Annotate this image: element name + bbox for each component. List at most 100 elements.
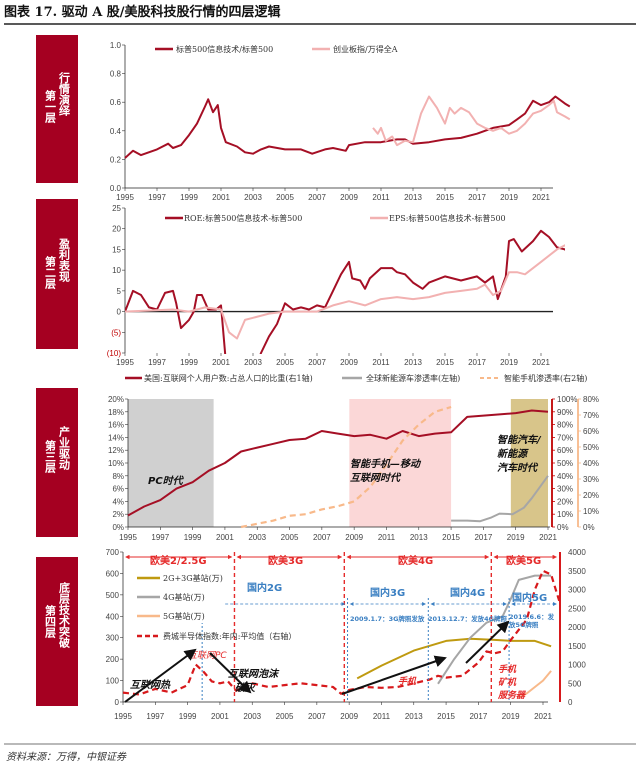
y-right-tick-label: 80% xyxy=(583,395,599,404)
x-tick-label: 1999 xyxy=(184,533,202,542)
x-tick-label: 2005 xyxy=(281,533,299,542)
x-tick-label: 1997 xyxy=(146,712,164,721)
legend-label: 费城半导体指数:年内:平均值（右轴） xyxy=(163,631,296,641)
layer-name: 底层技术突破 xyxy=(58,581,72,649)
x-tick-label: 2009 xyxy=(345,533,363,542)
y-tick-label: 10% xyxy=(108,459,124,468)
legend-label: ROE:标普500信息技术-标普500 xyxy=(184,213,302,223)
y-tick-label: 4% xyxy=(112,497,124,506)
layer-box-1: 第一层 行情演绎 xyxy=(36,35,78,183)
y-tick-label: 0% xyxy=(112,523,124,532)
phase-west-label: 欧美2/2.5G xyxy=(150,554,207,567)
era-label-ev-2: 新能源 xyxy=(497,448,529,460)
x-tick-label: 2017 xyxy=(468,358,486,367)
legend-label: 4G基站(万) xyxy=(163,592,205,602)
series-line xyxy=(127,409,549,517)
x-tick-label: 1997 xyxy=(148,193,166,202)
layer-num: 第四层 xyxy=(44,604,58,639)
era-label-pc: PC时代 xyxy=(148,475,185,487)
layer-num: 第三层 xyxy=(44,439,58,474)
axes: 0.0 0.2 0.4 0.6 0.8 1.0 1995 1997 1999 2001 2003 20… xyxy=(106,41,599,721)
legend-2: ROE:标普500信息技术-标普500 EPS:标普500信息技术-标普500 xyxy=(165,213,506,223)
x-tick-label: 2015 xyxy=(436,358,454,367)
x-tick-label: 1999 xyxy=(179,712,197,721)
x-tick-label: 2017 xyxy=(469,712,487,721)
layer-box-3: 第三层 产业驱动 xyxy=(36,388,78,537)
x-tick-label: 2005 xyxy=(276,193,294,202)
arrow-icon xyxy=(124,648,197,703)
x-tick-label: 2021 xyxy=(532,358,550,367)
y-right-tick-label: 10% xyxy=(557,510,573,519)
phase-china-label: 国内4G xyxy=(450,586,485,599)
x-tick-label: 1997 xyxy=(148,358,166,367)
layer-num: 第二层 xyxy=(44,255,58,290)
y-right-tick-label: 80% xyxy=(557,421,573,430)
x-tick-label: 2021 xyxy=(534,712,552,721)
y-right-tick-label: 90% xyxy=(557,408,573,417)
x-tick-label: 2011 xyxy=(373,712,391,721)
era-label-mobile-1: 智能手机—移动 xyxy=(350,458,422,470)
y-right-tick-label: 40% xyxy=(557,472,573,481)
y-tick-label: 500 xyxy=(106,591,120,600)
y-tick-label: 0.4 xyxy=(110,127,122,136)
x-tick-label: 2001 xyxy=(212,358,230,367)
y-tick-label: 600 xyxy=(106,569,120,578)
x-tick-label: 2015 xyxy=(437,712,455,721)
x-tick-label: 2009 xyxy=(340,193,358,202)
x-tick-label: 2003 xyxy=(243,712,261,721)
series-line xyxy=(240,405,452,529)
license-note-wrap: 2019.6.6：发放5G牌照 xyxy=(509,613,554,629)
y-right-tick-label: 30% xyxy=(557,485,573,494)
y-right-tick-label: 0 xyxy=(568,698,573,707)
y-right-tick-label: 2500 xyxy=(568,604,586,613)
x-tick-label: 2017 xyxy=(474,533,492,542)
y-right-tick-label: 1000 xyxy=(568,661,586,670)
era-band xyxy=(510,399,548,527)
y-right-tick-label: 1500 xyxy=(568,642,586,651)
y-tick-label: 20% xyxy=(108,395,124,404)
x-tick-label: 2015 xyxy=(442,533,460,542)
x-tick-label: 2013 xyxy=(404,193,422,202)
x-tick-label: 2013 xyxy=(404,358,422,367)
y-tick-label: 0.6 xyxy=(110,98,122,107)
y-right-tick-label: 0% xyxy=(557,523,569,532)
y-right-tick-label: 50% xyxy=(557,459,573,468)
y-tick-label: 1.0 xyxy=(110,41,122,50)
annotation-internet-boom: 互联网热 xyxy=(130,679,171,691)
y-tick-label: 5 xyxy=(117,287,122,296)
era-label-ev-1: 智能汽车/ xyxy=(497,434,542,446)
legend-label: 5G基站(万) xyxy=(163,611,205,621)
era-label-mobile-2: 互联网时代 xyxy=(350,472,402,484)
x-tick-label: 1995 xyxy=(119,533,137,542)
x-tick-label: 2001 xyxy=(211,712,229,721)
x-tick-label: 2019 xyxy=(500,358,518,367)
legend-label: 创业板指/万得全A xyxy=(333,44,398,54)
y-tick-label: 20 xyxy=(112,225,121,234)
x-tick-label: 2011 xyxy=(372,358,390,367)
y-tick-label: 25 xyxy=(112,204,121,213)
y-right-tick-label: 3000 xyxy=(568,586,586,595)
era-band xyxy=(349,399,452,527)
layer-name: 行情演绎 xyxy=(58,71,72,117)
y-tick-label: 0 xyxy=(117,308,122,317)
annotation-driver: 矿机 xyxy=(498,677,517,688)
series-line xyxy=(122,569,561,696)
legend-label: 智能手机渗透率(右2轴) xyxy=(504,373,587,383)
y-right-tick-label: 3500 xyxy=(568,567,586,576)
legend-label: EPS:标普500信息技术-标普500 xyxy=(389,213,506,223)
phase-west-label: 欧美5G xyxy=(506,554,541,567)
x-tick-label: 2001 xyxy=(212,193,230,202)
series-line xyxy=(125,244,565,340)
x-tick-label: 2019 xyxy=(500,193,518,202)
y-right-tick-label: 60% xyxy=(557,446,573,455)
arrow-icon xyxy=(341,655,447,695)
x-tick-label: 2013 xyxy=(410,533,428,542)
series-lines xyxy=(122,95,571,699)
layer-box-2: 第二层 盈利表现 xyxy=(36,199,78,349)
x-tick-label: 1995 xyxy=(116,358,134,367)
y-right-tick-label: 0% xyxy=(583,523,595,532)
x-tick-label: 1995 xyxy=(114,712,132,721)
era-band xyxy=(128,399,214,527)
x-tick-label: 1995 xyxy=(116,193,134,202)
